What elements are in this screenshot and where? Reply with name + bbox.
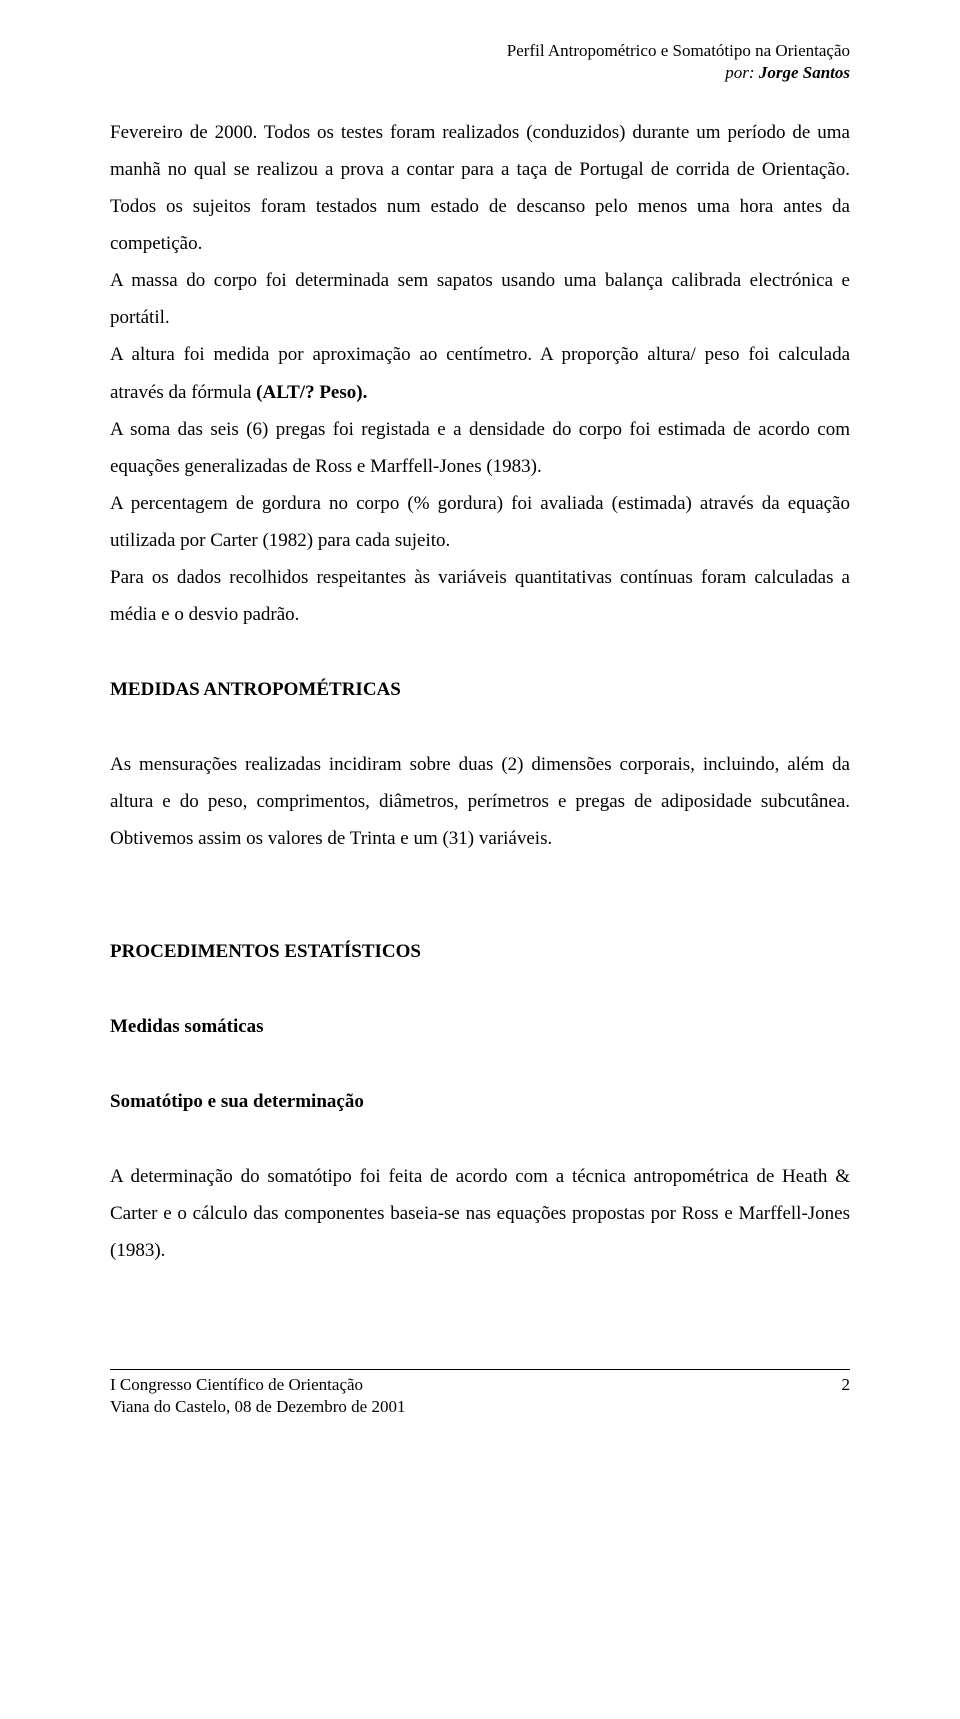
paragraph-2: Todos os sujeitos foram testados num est…	[110, 196, 850, 254]
header-title: Perfil Antropométrico e Somatótipo na Or…	[110, 40, 850, 62]
paragraph-7: Para os dados recolhidos respeitantes às…	[110, 559, 850, 633]
page-header: Perfil Antropométrico e Somatótipo na Or…	[110, 40, 850, 84]
body-content: Fevereiro de 2000. Todos os testes foram…	[110, 114, 850, 1269]
header-author: por: Jorge Santos	[110, 62, 850, 84]
page-footer: I Congresso Científico de Orientação Via…	[110, 1369, 850, 1418]
paragraph-3: A massa do corpo foi determinada sem sap…	[110, 262, 850, 336]
section2-text: A determinação do somatótipo foi feita d…	[110, 1158, 850, 1269]
paragraph-1: Fevereiro de 2000. Todos os testes foram…	[110, 122, 850, 180]
section-heading-procedimentos: PROCEDIMENTOS ESTATÍSTICOS	[110, 933, 850, 970]
paragraph-4-pre: A altura foi medida por aproximação ao c…	[110, 344, 850, 402]
section-heading-medidas: MEDIDAS ANTROPOMÉTRICAS	[110, 671, 850, 708]
paragraph-4-bold: (ALT/? Peso).	[256, 382, 367, 403]
paragraph-4: A altura foi medida por aproximação ao c…	[110, 336, 850, 410]
footer-left: I Congresso Científico de Orientação Via…	[110, 1374, 405, 1418]
paragraph-6: A percentagem de gordura no corpo (% gor…	[110, 485, 850, 559]
footer-line2: Viana do Castelo, 08 de Dezembro de 2001	[110, 1396, 405, 1418]
footer-page-number: 2	[842, 1374, 851, 1418]
paragraph-5: A soma das seis (6) pregas foi registada…	[110, 411, 850, 485]
sub-heading-medidas-somaticas: Medidas somáticas	[110, 1008, 850, 1045]
section1-text: As mensurações realizadas incidiram sobr…	[110, 746, 850, 857]
author-by: por:	[725, 63, 759, 82]
footer-line1: I Congresso Científico de Orientação	[110, 1374, 405, 1396]
author-name: Jorge Santos	[759, 63, 850, 82]
sub-heading-somatotipo: Somatótipo e sua determinação	[110, 1083, 850, 1120]
